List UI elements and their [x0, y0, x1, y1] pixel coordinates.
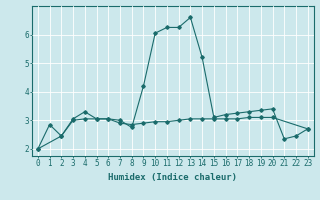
- X-axis label: Humidex (Indice chaleur): Humidex (Indice chaleur): [108, 173, 237, 182]
